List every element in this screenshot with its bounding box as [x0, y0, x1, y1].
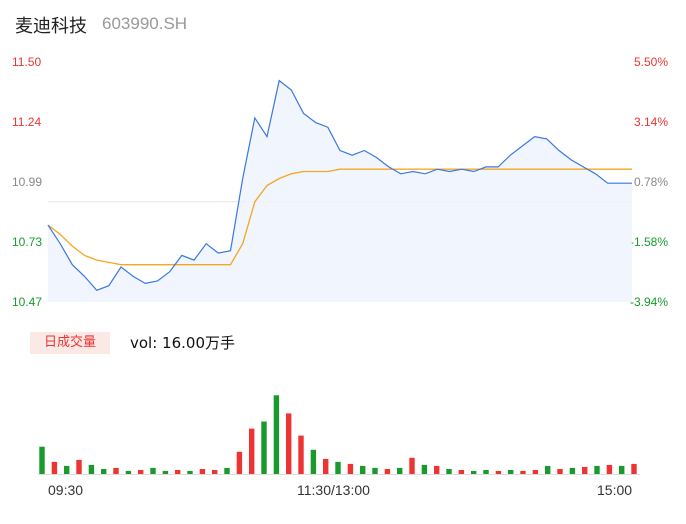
y-right-tick: -3.94% — [629, 295, 668, 309]
volume-bar — [236, 451, 243, 474]
volume-bar — [409, 457, 415, 474]
volume-bar — [631, 463, 637, 474]
y-left-tick: 11.50 — [12, 55, 42, 69]
y-left-tick: 10.73 — [12, 235, 43, 249]
volume-bar — [582, 466, 588, 474]
volume-bar — [434, 465, 440, 474]
volume-bar — [113, 467, 119, 474]
y-right-tick: 3.14% — [633, 115, 668, 129]
volume-bar — [619, 465, 625, 474]
volume-bar — [471, 471, 477, 474]
stock-name: 麦迪科技 — [15, 16, 87, 37]
volume-bar — [310, 449, 317, 474]
x-tick: 15:00 — [597, 482, 633, 498]
volume-bar — [175, 470, 181, 474]
volume-bar — [261, 421, 267, 474]
volume-bar — [397, 467, 403, 474]
volume-bar — [273, 395, 280, 474]
volume-bar — [384, 469, 391, 474]
volume-bar — [557, 469, 563, 474]
volume-bar — [545, 465, 551, 474]
volume-bar — [101, 469, 107, 474]
volume-bar — [286, 413, 292, 474]
price-line — [47, 79, 632, 292]
y-right-tick: -1.58% — [629, 235, 668, 249]
volume-bar — [569, 467, 576, 474]
volume-bar — [347, 463, 354, 474]
volume-bar — [150, 467, 156, 474]
volume-bar — [508, 470, 514, 474]
volume-bar — [458, 470, 465, 474]
volume-bar — [138, 470, 144, 474]
volume-bar — [446, 469, 452, 474]
volume-bar — [483, 470, 489, 474]
volume-bar — [51, 461, 58, 474]
volume-bar — [520, 471, 526, 474]
volume-bar — [212, 470, 218, 474]
volume-bar — [88, 464, 95, 474]
volume-bar — [39, 446, 45, 474]
volume-bar — [64, 465, 70, 474]
volume-bar — [606, 464, 613, 474]
volume-bar — [249, 428, 255, 474]
x-tick: 09:30 — [48, 482, 84, 498]
y-left-tick: 11.24 — [12, 115, 42, 129]
volume-bar — [199, 469, 206, 474]
y-left-tick: 10.99 — [12, 175, 43, 189]
volume-badge[interactable]: 日成交量 — [30, 332, 110, 354]
volume-bar — [372, 467, 378, 474]
volume-bar — [335, 461, 341, 474]
avg-price-line — [47, 168, 632, 266]
volume-bar — [187, 471, 193, 474]
volume-bar — [162, 471, 169, 474]
y-left-tick: 10.47 — [12, 295, 43, 309]
volume-bar — [594, 465, 600, 474]
y-right-tick: 0.78% — [633, 175, 668, 189]
volume-bar — [495, 471, 502, 474]
volume-bar — [323, 458, 329, 474]
price-area — [48, 80, 632, 302]
volume-bar — [125, 471, 132, 474]
volume-bar — [532, 470, 539, 474]
volume-bar — [421, 464, 428, 474]
volume-bar — [76, 459, 82, 474]
volume-readout: vol: 16.00万手 — [130, 334, 235, 352]
volume-bar — [224, 467, 230, 474]
volume-bar — [298, 435, 304, 474]
y-right-tick: 5.50% — [633, 55, 668, 69]
stock-code: 603990.SH — [102, 14, 188, 33]
x-tick: 11:30/13:00 — [297, 482, 370, 498]
volume-bar — [360, 465, 366, 474]
